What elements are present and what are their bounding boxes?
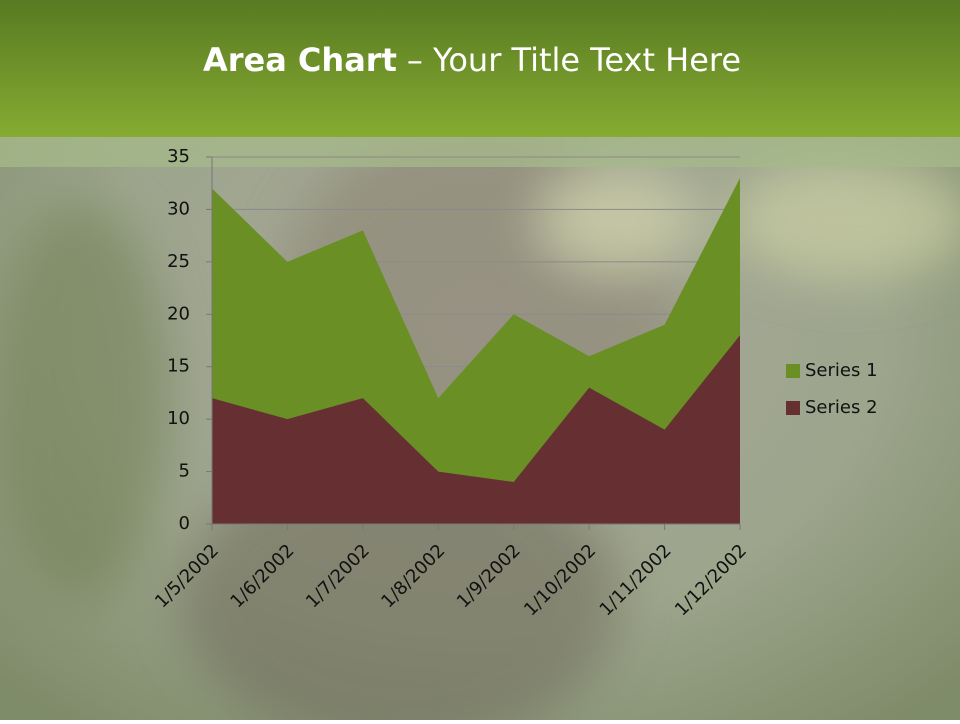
y-tick-label: 30 [167, 198, 190, 219]
slide-title: Area Chart – Your Title Text Here [203, 41, 741, 79]
y-tick-label: 5 [179, 461, 190, 482]
legend-swatch [786, 401, 800, 415]
y-tick-label: 20 [167, 303, 190, 324]
legend-label: Series 2 [805, 397, 878, 418]
title-rest: – Your Title Text Here [407, 41, 741, 79]
y-tick-label: 10 [167, 408, 190, 429]
y-tick-label: 35 [167, 146, 190, 167]
y-tick-label: 0 [179, 513, 190, 534]
area [212, 335, 740, 524]
header-strip [0, 137, 960, 167]
legend-label: Series 1 [805, 360, 878, 381]
header-band [0, 0, 960, 137]
title-bold: Area Chart [203, 41, 397, 79]
y-tick-label: 15 [167, 356, 190, 377]
legend-swatch [786, 364, 800, 378]
y-tick-label: 25 [167, 251, 190, 272]
